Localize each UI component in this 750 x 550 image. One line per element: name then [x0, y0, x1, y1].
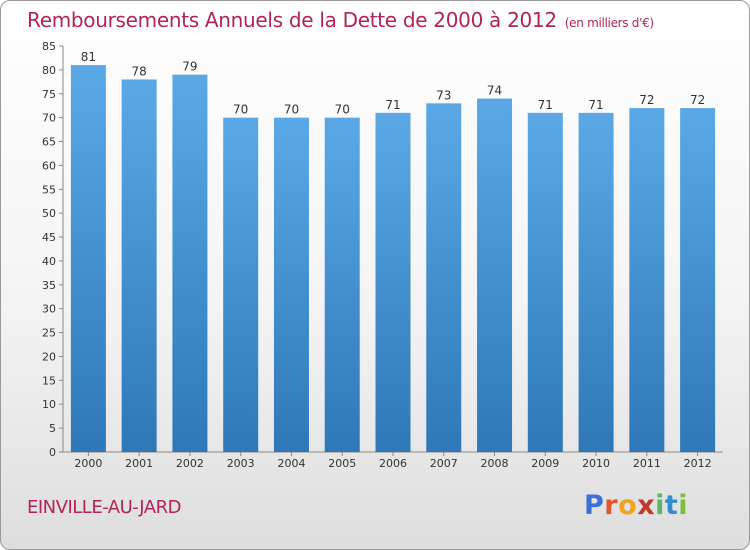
x-tick-label: 2006	[379, 457, 407, 470]
y-tick-label: 65	[42, 136, 56, 149]
y-tick-label: 60	[42, 159, 56, 172]
bar-2000[interactable]	[70, 65, 106, 452]
x-tick-label: 2001	[125, 457, 153, 470]
y-tick-label: 20	[42, 350, 56, 363]
y-tick-label: 50	[42, 207, 56, 220]
x-tick-label: 2002	[176, 457, 204, 470]
data-label: 78	[132, 64, 147, 78]
y-tick-label: 25	[42, 327, 56, 340]
y-tick-label: 40	[42, 255, 56, 268]
x-tick-label: 2011	[633, 457, 661, 470]
data-label: 81	[81, 50, 96, 64]
proxiti-logo[interactable]: Proxiti	[584, 490, 688, 521]
data-label: 79	[182, 60, 197, 74]
logo-letter: t	[664, 490, 679, 521]
y-tick-label: 15	[42, 374, 56, 387]
data-label: 74	[487, 84, 502, 98]
data-label: 70	[233, 103, 248, 117]
bar-2004[interactable]	[273, 117, 309, 452]
x-tick-label: 2008	[481, 457, 509, 470]
y-tick-label: 75	[42, 88, 56, 101]
logo-letter: r	[604, 490, 619, 521]
y-tick-label: 10	[42, 398, 56, 411]
data-label: 72	[690, 93, 705, 107]
city-name: EINVILLE-AU-JARD	[27, 497, 181, 518]
logo-letter: i	[655, 490, 665, 521]
logo-letter: o	[618, 490, 638, 521]
bar-2003[interactable]	[223, 117, 259, 452]
bar-2001[interactable]	[121, 79, 157, 452]
x-tick-label: 2005	[328, 457, 356, 470]
x-tick-label: 2012	[684, 457, 712, 470]
data-label: 73	[436, 88, 451, 102]
y-tick-label: 70	[42, 112, 56, 125]
bar-2002[interactable]	[172, 74, 208, 453]
x-tick-label: 2009	[531, 457, 559, 470]
bar-2011[interactable]	[629, 108, 665, 452]
bars	[70, 65, 716, 453]
logo-letter: P	[584, 490, 605, 521]
y-tick-label: 80	[42, 64, 56, 77]
bar-2012[interactable]	[680, 108, 716, 452]
x-tick-label: 2000	[74, 457, 102, 470]
labels: 2000 81 2001 78 2002 79 2003 70 2004 70 2005 70 2006…	[74, 50, 711, 470]
y-tick-label: 5	[49, 422, 56, 435]
data-label: 71	[538, 98, 553, 112]
y-tick-label: 30	[42, 303, 56, 316]
logo-letter: i	[678, 490, 689, 521]
data-label: 70	[335, 103, 350, 117]
bar-2005[interactable]	[324, 117, 360, 452]
bar-2007[interactable]	[426, 103, 462, 452]
x-tick-label: 2004	[277, 457, 305, 470]
y-tick-label: 0	[49, 446, 56, 459]
data-label: 72	[639, 93, 654, 107]
y-tick-label: 55	[42, 183, 56, 196]
y-tick-label: 35	[42, 279, 56, 292]
x-tick-label: 2003	[227, 457, 255, 470]
y-tick-label: 45	[42, 231, 56, 244]
axes: 0 5 10 15 20 25 30 35 40 45 50 55 60 65 70 75 80 85	[42, 40, 723, 459]
data-label: 71	[385, 98, 400, 112]
chart-title: Remboursements Annuels de la Dette de 20…	[27, 8, 654, 32]
logo-letter: x	[637, 490, 656, 521]
bar-2009[interactable]	[527, 112, 563, 452]
data-label: 70	[284, 103, 299, 117]
x-tick-label: 2010	[582, 457, 610, 470]
x-tick-label: 2007	[430, 457, 458, 470]
y-tick-label: 85	[42, 40, 56, 53]
unit-note: (en milliers d'€)	[564, 16, 654, 30]
bar-2010[interactable]	[578, 112, 614, 452]
bar-2008[interactable]	[477, 98, 513, 453]
data-label: 71	[588, 98, 603, 112]
bar-2006[interactable]	[375, 112, 411, 452]
title-text: Remboursements Annuels de la Dette de 20…	[27, 8, 557, 32]
